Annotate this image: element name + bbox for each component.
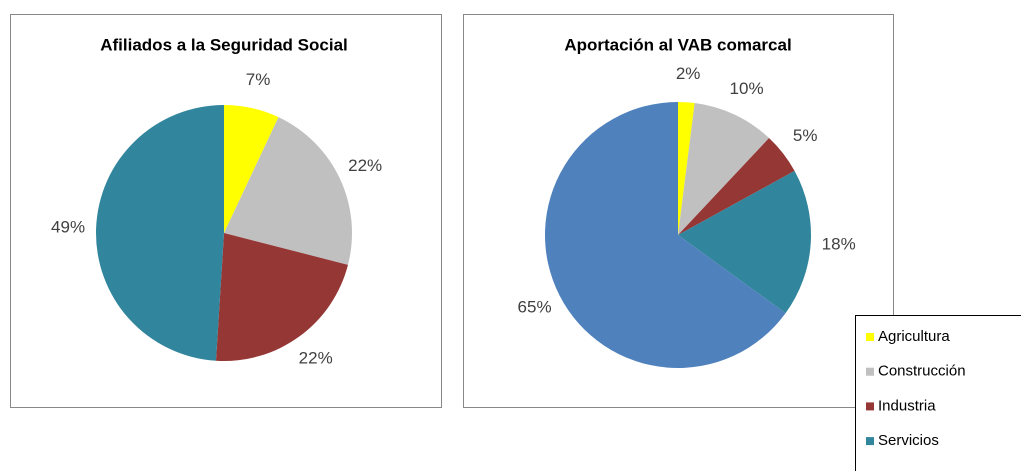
data-label: 65% xyxy=(518,298,552,317)
data-label: 49% xyxy=(51,218,85,237)
chart-title: Afiliados a la Seguridad Social xyxy=(100,35,348,54)
legend-label: Industria xyxy=(878,397,936,414)
legend-swatch xyxy=(866,367,874,376)
legend-swatch xyxy=(866,333,874,341)
pie-slice xyxy=(678,102,695,235)
pie-slice xyxy=(224,117,352,265)
legend-label: Agricultura xyxy=(878,328,950,345)
data-label: 2% xyxy=(676,64,701,83)
pie-slice xyxy=(678,103,770,236)
legend-swatch xyxy=(866,402,874,411)
data-label: 22% xyxy=(348,156,382,175)
data-label: 22% xyxy=(299,349,333,368)
chart-title: Aportación al VAB comarcal xyxy=(564,35,791,54)
legend-label: Servicios xyxy=(878,432,939,449)
pie-slice xyxy=(544,102,786,369)
data-label: 18% xyxy=(822,235,856,254)
pie-slice xyxy=(95,105,224,361)
pie-slice xyxy=(215,233,348,362)
data-label: 7% xyxy=(246,70,271,89)
legend-label: Construcción xyxy=(878,363,966,380)
pie-slice xyxy=(224,105,279,233)
legend-swatch xyxy=(866,437,874,446)
pie-slice xyxy=(678,138,795,235)
data-label: 10% xyxy=(730,79,764,98)
pie-slice xyxy=(678,170,811,314)
data-label: 5% xyxy=(793,126,818,145)
legend xyxy=(855,315,1021,471)
